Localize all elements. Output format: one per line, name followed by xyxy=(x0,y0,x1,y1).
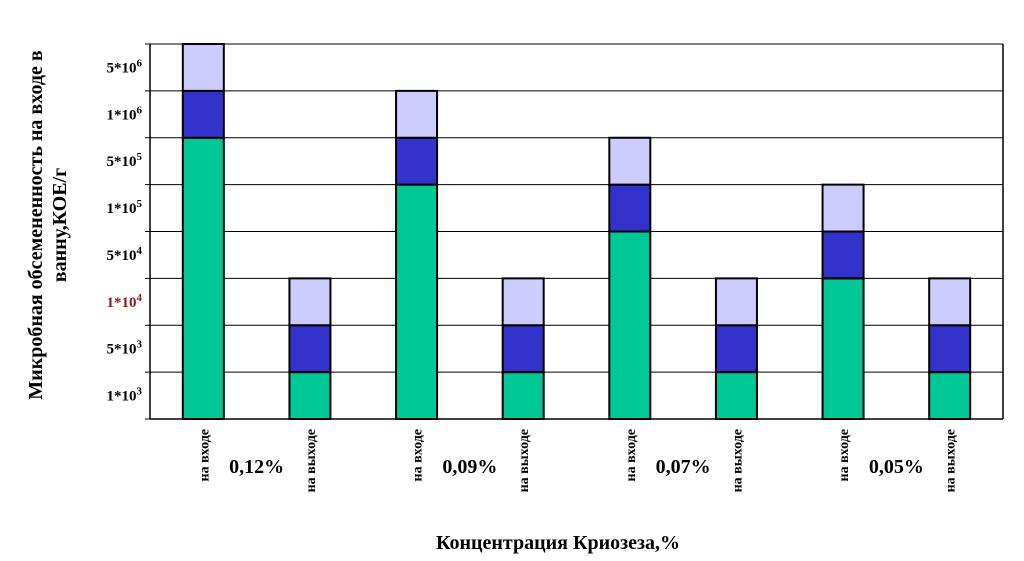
y-tick-label: 1*105 xyxy=(107,198,143,217)
y-tick-exponent: 4 xyxy=(137,292,143,304)
group-labels: 0,12% 0,09% 0,07% 0,05% xyxy=(229,456,924,478)
x-category-label: на входе xyxy=(624,429,639,482)
y-tick-exponent: 4 xyxy=(137,245,143,257)
y-tick-label: 1*104 xyxy=(107,292,143,311)
x-category-label: на входе xyxy=(837,429,852,482)
bar-segment xyxy=(928,324,972,374)
y-tick-base: 5*10 xyxy=(107,342,137,358)
y-axis-title-line-2: ванну,КОЕ/г xyxy=(49,168,71,282)
bar-segment xyxy=(501,324,545,374)
y-tick-label: 5*105 xyxy=(107,151,143,170)
x-category-label: на входе xyxy=(411,429,426,482)
bars xyxy=(181,43,972,420)
y-tick-exponent: 6 xyxy=(137,104,143,116)
bar-segment xyxy=(714,324,758,374)
y-tick-exponent: 6 xyxy=(137,57,143,69)
y-tick-base: 1*10 xyxy=(107,389,137,405)
bar-segment xyxy=(608,136,652,186)
y-tick-base: 1*10 xyxy=(107,295,137,311)
y-tick-base: 1*10 xyxy=(107,201,137,217)
x-category-label: на выходе xyxy=(730,429,745,492)
y-tick-label: 1*103 xyxy=(107,386,143,405)
group-label: 0,12% xyxy=(229,456,284,478)
group-label: 0,09% xyxy=(442,456,497,478)
bar-segment xyxy=(395,183,439,420)
bar-segment xyxy=(288,277,332,327)
y-tick-base: 5*10 xyxy=(107,154,137,170)
bar-segment xyxy=(288,371,332,420)
y-tick-exponent: 3 xyxy=(137,386,143,398)
y-tick-base: 1*10 xyxy=(107,107,137,123)
grid-lines xyxy=(150,43,1003,373)
y-tick-label: 5*106 xyxy=(107,57,143,76)
bar-segment xyxy=(181,136,225,420)
bar-segment xyxy=(395,89,439,139)
bar-segment xyxy=(821,183,865,233)
y-tick-exponent: 3 xyxy=(137,339,143,351)
x-category-label: на выходе xyxy=(517,429,532,492)
y-tick-exponent: 5 xyxy=(137,151,143,163)
bar-segment xyxy=(501,371,545,420)
x-axis-title: Концентрация Криозеза,% xyxy=(436,532,680,554)
y-tick-label: 5*103 xyxy=(107,339,143,358)
bar-segment xyxy=(608,183,652,233)
x-category-label: на входе xyxy=(197,429,212,482)
group-label: 0,05% xyxy=(869,456,924,478)
y-tick-label: 1*106 xyxy=(107,104,143,123)
bar-segment xyxy=(501,277,545,327)
y-tick-base: 5*10 xyxy=(107,248,137,264)
bar-segment xyxy=(821,277,865,420)
x-category-labels: на входе на выходе на входе на выходе на вхо… xyxy=(197,429,958,492)
bar-segment xyxy=(608,230,652,420)
bar-segment xyxy=(928,277,972,327)
x-category-label: на выходе xyxy=(304,429,319,492)
y-tick-label: 5*104 xyxy=(107,245,143,264)
y-tick-base: 5*10 xyxy=(107,60,137,76)
bar-segment xyxy=(821,230,865,280)
bar-segment xyxy=(181,43,225,92)
bar-segment xyxy=(714,277,758,327)
bar-segment xyxy=(288,324,332,374)
bar-segment xyxy=(714,371,758,420)
bar-segment xyxy=(928,371,972,420)
y-tick-exponent: 5 xyxy=(137,198,143,210)
group-label: 0,07% xyxy=(656,456,711,478)
axes xyxy=(145,43,1004,420)
x-category-label: на выходе xyxy=(944,429,959,492)
bar-segment xyxy=(181,89,225,139)
y-axis-title-line-1: Микробная обсемененность на входе в xyxy=(25,50,47,400)
bar-segment xyxy=(395,136,439,186)
